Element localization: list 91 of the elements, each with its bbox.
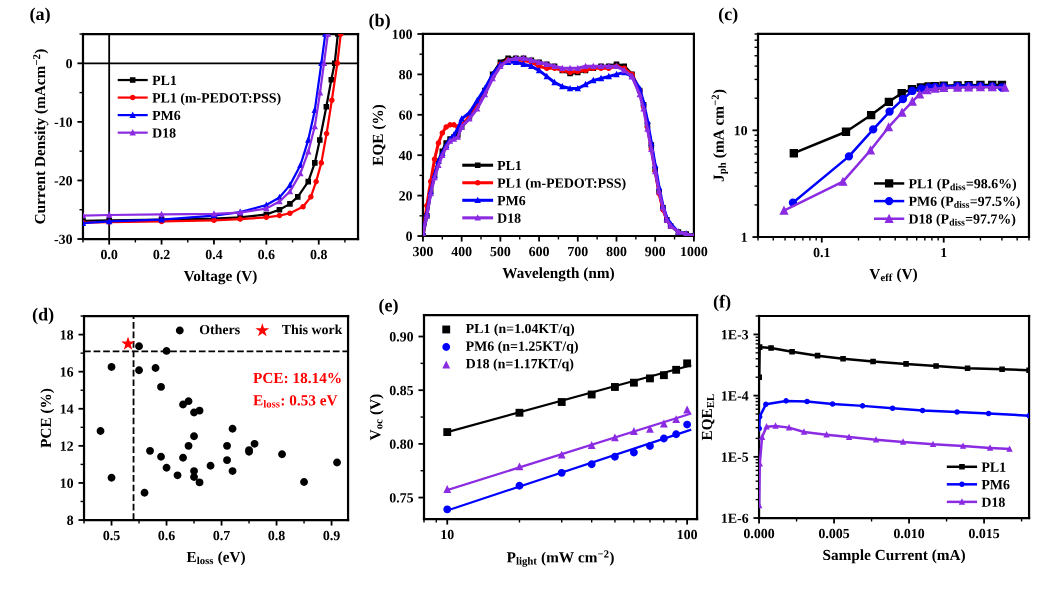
x-tick-label: 0.9 <box>323 530 340 541</box>
legend-label: PM6 <box>981 480 1010 490</box>
annotation: PCE: 18.14% <box>253 372 341 384</box>
y-tick-label: 14 <box>60 404 74 414</box>
x-tick-label: 1000 <box>681 246 708 257</box>
x-tick-label: 1 <box>941 247 947 258</box>
chart-title: (d) <box>32 307 54 325</box>
x-axis-title: P$_{light}$ (mW cm$^{−2}$) <box>506 550 614 567</box>
y-tick-label: -10 <box>54 117 73 127</box>
y-tick-label: 0 <box>66 58 73 69</box>
legend-label: PM6 (n=1.25KT/q) <box>465 341 578 354</box>
y-tick-label: 1 <box>741 232 747 242</box>
y-tick-label: 0.80 <box>389 439 414 449</box>
x-tick-label: 0.1 <box>813 247 830 258</box>
x-tick-label: 0.6 <box>258 249 275 260</box>
y-tick-label: 16 <box>60 367 74 377</box>
x-tick-label: 300 <box>413 246 433 257</box>
x-tick-label: 800 <box>606 246 627 257</box>
legend-label: Others <box>199 324 240 335</box>
legend-label: PM6 <box>152 110 181 121</box>
legend-label: PL1 (n=1.04KT/q) <box>465 323 575 337</box>
y-tick-label: -20 <box>54 176 73 186</box>
legend-label: PL1 (m-PEDOT:PSS) <box>497 177 626 191</box>
legend-label: PM6 (P$_{diss}$=97.5%) <box>908 196 1020 209</box>
x-axis-title: Sample Current (mA) <box>823 549 965 564</box>
y-tick-label: 12 <box>60 441 74 451</box>
legend-label: PM6 <box>497 195 526 206</box>
legend-label: D18 <box>497 213 521 223</box>
y-tick-label: 0.75 <box>389 493 414 503</box>
y-tick-label: 1E-5 <box>721 452 749 462</box>
y-axis-title: PCE (%) <box>40 388 55 448</box>
y-tick-label: 18 <box>60 330 74 340</box>
chart-title: (c) <box>718 7 738 24</box>
y-tick-label: 0.85 <box>389 385 414 396</box>
x-tick-label: 400 <box>451 246 472 257</box>
y-tick-label: 20 <box>399 191 413 201</box>
y-axis-title: EQE (%) <box>372 104 387 166</box>
y-tick-label: 100 <box>392 29 413 39</box>
x-axis-title: V$_{eff}$ (V) <box>869 268 917 283</box>
x-tick-label: 0.8 <box>268 530 285 541</box>
x-tick-label: 0.6 <box>158 530 175 541</box>
y-axis-title: J$_{ph}$ (mA cm$^{−2}$) <box>711 89 729 182</box>
x-tick-label: 0.015 <box>968 528 1000 539</box>
x-axis-title: Voltage (V) <box>183 270 257 285</box>
legend-label: D18 (n=1.17KT/q) <box>465 358 574 372</box>
x-tick-label: 600 <box>529 246 549 257</box>
chart-title: (e) <box>379 298 398 316</box>
legend-label: PL1 <box>497 160 522 171</box>
y-tick-label: 1E-3 <box>721 330 749 340</box>
x-tick-label: 500 <box>490 246 511 257</box>
y-axis-title: V$_{oc}$ (V) <box>369 394 384 441</box>
x-tick-label: 0.005 <box>818 528 850 539</box>
y-tick-label: 0 <box>406 231 413 241</box>
y-tick-label: 0.90 <box>389 332 414 342</box>
legend-label: This work <box>281 324 343 335</box>
x-tick-label: 0.0 <box>101 249 118 260</box>
x-axis-title: Wavelength (nm) <box>502 267 614 282</box>
x-tick-label: 0.2 <box>153 249 170 260</box>
chart-title: (a) <box>30 7 50 24</box>
legend-label: PL1 (m-PEDOT:PSS) <box>152 92 281 106</box>
y-axis-title: EQE$_{EL}$ <box>701 394 715 441</box>
x-axis-title: E$_{loss}$ (eV) <box>186 551 245 566</box>
legend-label: PL1 <box>152 75 177 85</box>
x-tick-label: 0.4 <box>205 249 223 260</box>
y-tick-label: 40 <box>398 150 413 161</box>
annotation: E$_{loss}$: 0.53 eV <box>253 395 338 408</box>
legend-label: PL1 (P$_{diss}$=98.6%) <box>908 178 1017 192</box>
chart-title: (b) <box>369 13 390 31</box>
chart-title: (f) <box>713 294 731 312</box>
x-tick-label: 10 <box>441 529 454 540</box>
y-tick-label: 80 <box>399 69 413 80</box>
y-tick-label: 60 <box>399 110 413 120</box>
legend-label: D18 <box>152 128 176 138</box>
x-tick-label: 700 <box>568 246 588 257</box>
legend-label: D18 (P$_{diss}$=97.7%) <box>908 213 1016 227</box>
y-tick-label: 1E-4 <box>721 391 749 401</box>
x-tick-label: 0.8 <box>310 249 327 260</box>
y-tick-label: 1E-6 <box>721 513 749 523</box>
legend-label: PL1 <box>981 462 1006 472</box>
legend-label: D18 <box>981 497 1005 507</box>
x-tick-label: 0.5 <box>103 530 120 541</box>
x-tick-label: 0.7 <box>213 530 230 541</box>
x-tick-label: 0.010 <box>893 528 925 539</box>
y-tick-label: 10 <box>60 478 74 488</box>
y-tick-label: 10 <box>734 125 748 136</box>
x-tick-label: 100 <box>677 529 698 540</box>
y-tick-label: 8 <box>67 515 74 525</box>
y-axis-title: Current Density (mAcm$^{−2}$) <box>33 49 49 224</box>
x-tick-label: 0.000 <box>743 528 775 539</box>
x-tick-label: 900 <box>645 246 666 257</box>
y-tick-label: -30 <box>54 234 73 244</box>
